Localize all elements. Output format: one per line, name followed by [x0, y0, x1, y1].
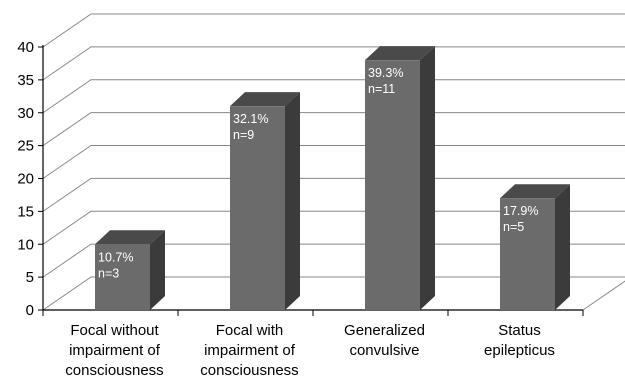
gridline: [42, 46, 625, 81]
category-label-line: Generalized: [344, 322, 425, 339]
category-label: Generalized convulsive: [344, 322, 425, 359]
y-tick-label: 35: [17, 72, 34, 89]
y-tick-label: 10: [17, 236, 34, 253]
gridlines: [42, 13, 625, 311]
data-label: 10.7%: [98, 250, 133, 264]
y-tick-label: 25: [17, 138, 34, 155]
bar-front: [230, 106, 285, 310]
bars: [95, 46, 570, 311]
y-tick-label: 0: [26, 302, 34, 319]
y-tick-label: 40: [17, 39, 34, 56]
bar-front: [95, 244, 150, 310]
bar-top: [230, 92, 300, 107]
category-label-line: consciousness: [65, 362, 163, 379]
category-label-line: consciousness: [200, 362, 298, 379]
gridline: [42, 112, 625, 147]
category-label-line: Focal with: [216, 322, 284, 339]
bar-top: [500, 184, 570, 199]
category-label-line: Status: [498, 322, 541, 339]
gridline: [42, 13, 625, 48]
bar-top: [95, 230, 165, 245]
category-label-line: epilepticus: [484, 342, 555, 359]
bar: [95, 230, 165, 310]
data-label: 32.1%: [233, 112, 268, 126]
data-label: n=5: [503, 220, 524, 234]
y-tick-label: 30: [17, 105, 34, 122]
gridline: [42, 79, 625, 114]
floor-edge: [582, 280, 625, 311]
bar: [230, 92, 300, 310]
category-label: Status epilepticus: [484, 322, 555, 359]
gridline: [42, 243, 625, 278]
y-tick-label: 5: [26, 269, 34, 286]
category-label-line: convulsive: [349, 342, 419, 359]
gridline: [42, 210, 625, 245]
data-label: 39.3%: [368, 66, 403, 80]
data-label: n=3: [98, 266, 119, 280]
data-label: 17.9%: [503, 204, 538, 218]
bar-top: [365, 46, 435, 61]
bar: [500, 184, 570, 310]
category-label: Focal without impairment of consciousness: [65, 322, 163, 379]
bar-side: [555, 184, 570, 310]
bar-side: [285, 92, 300, 310]
category-label-line: impairment of: [69, 342, 161, 359]
bar-front: [365, 60, 420, 311]
data-label: n=9: [233, 128, 254, 142]
bar-front: [500, 198, 555, 310]
data-label: n=11: [368, 82, 395, 96]
gridline: [42, 145, 625, 179]
y-tick-label: 15: [17, 203, 34, 220]
category-label-line: Focal without: [70, 322, 159, 339]
bar-side: [420, 46, 435, 311]
category-label: Focal with impairment of consciousness: [200, 322, 298, 379]
gridline: [42, 177, 625, 212]
category-label-line: impairment of: [204, 342, 296, 359]
gridline: [42, 276, 625, 311]
y-tick-label: 20: [17, 171, 34, 188]
labels: 0 5 10 15 20 25 30 35 40 10.7% n=3 32.1% n=9 39.3% n=1…: [17, 39, 555, 379]
bar: [365, 46, 435, 311]
bar-side: [150, 230, 165, 310]
